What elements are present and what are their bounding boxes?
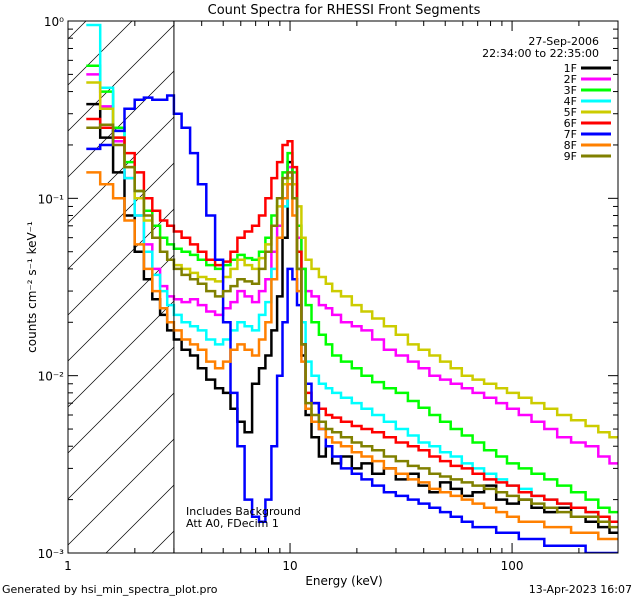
legend-label: 7F [564, 128, 577, 141]
series-5F [86, 81, 618, 439]
y-axis-label: counts cm⁻² s⁻¹ keV⁻¹ [25, 221, 39, 353]
time-range-label: 22:34:00 to 22:35:00 [482, 47, 599, 60]
x-tick-label: 1 [64, 559, 72, 573]
hatch-line [68, 392, 174, 500]
x-tick-label: 100 [501, 559, 524, 573]
hatch-line [68, 24, 174, 132]
series-7F [86, 94, 618, 553]
date-label: 27-Sep-2006 [528, 35, 599, 48]
chart-title: Count Spectra for RHESSI Front Segments [208, 3, 481, 18]
legend-label: 2F [564, 73, 577, 86]
legend-label: 9F [564, 150, 577, 163]
x-tick-labels: 1 10 100 [64, 559, 523, 573]
series-9F [86, 123, 618, 529]
hatch-line [68, 254, 174, 362]
series-3F [86, 64, 618, 514]
y-tick-label: 10⁻¹ [38, 192, 65, 206]
hatch-line [68, 346, 174, 454]
series-2F [86, 73, 618, 465]
legend-label: 3F [564, 84, 577, 97]
plot-frame [67, 20, 619, 554]
x-axis-label: Energy (keV) [305, 574, 382, 588]
y-tick-label: 10⁻² [38, 370, 65, 384]
y-tick-labels: 10⁻³ 10⁻² 10⁻¹ 10⁰ [38, 15, 65, 561]
legend-label: 6F [564, 117, 577, 130]
axis-ticks [67, 20, 619, 554]
legend-label: 8F [564, 139, 577, 152]
legend-label: 1F [564, 62, 577, 75]
legend-label: 4F [564, 95, 577, 108]
y-tick-label: 10⁰ [44, 15, 64, 29]
x-tick-label: 10 [282, 559, 297, 573]
hatch-line [68, 208, 174, 316]
y-tick-label: 10⁻³ [38, 547, 65, 561]
hatch-line [68, 21, 87, 40]
footer-timestamp: 13-Apr-2023 16:07 [528, 583, 632, 596]
series-layer [86, 23, 618, 553]
legend-label: 5F [564, 106, 577, 119]
annotation-attenuator: Att A0, FDecim 1 [186, 517, 279, 530]
annotation-background: Includes Background [186, 505, 301, 518]
series-8F [86, 171, 618, 541]
footer-generated-by: Generated by hsi_min_spectra_plot.pro [2, 583, 218, 596]
hatch-line [68, 438, 174, 546]
